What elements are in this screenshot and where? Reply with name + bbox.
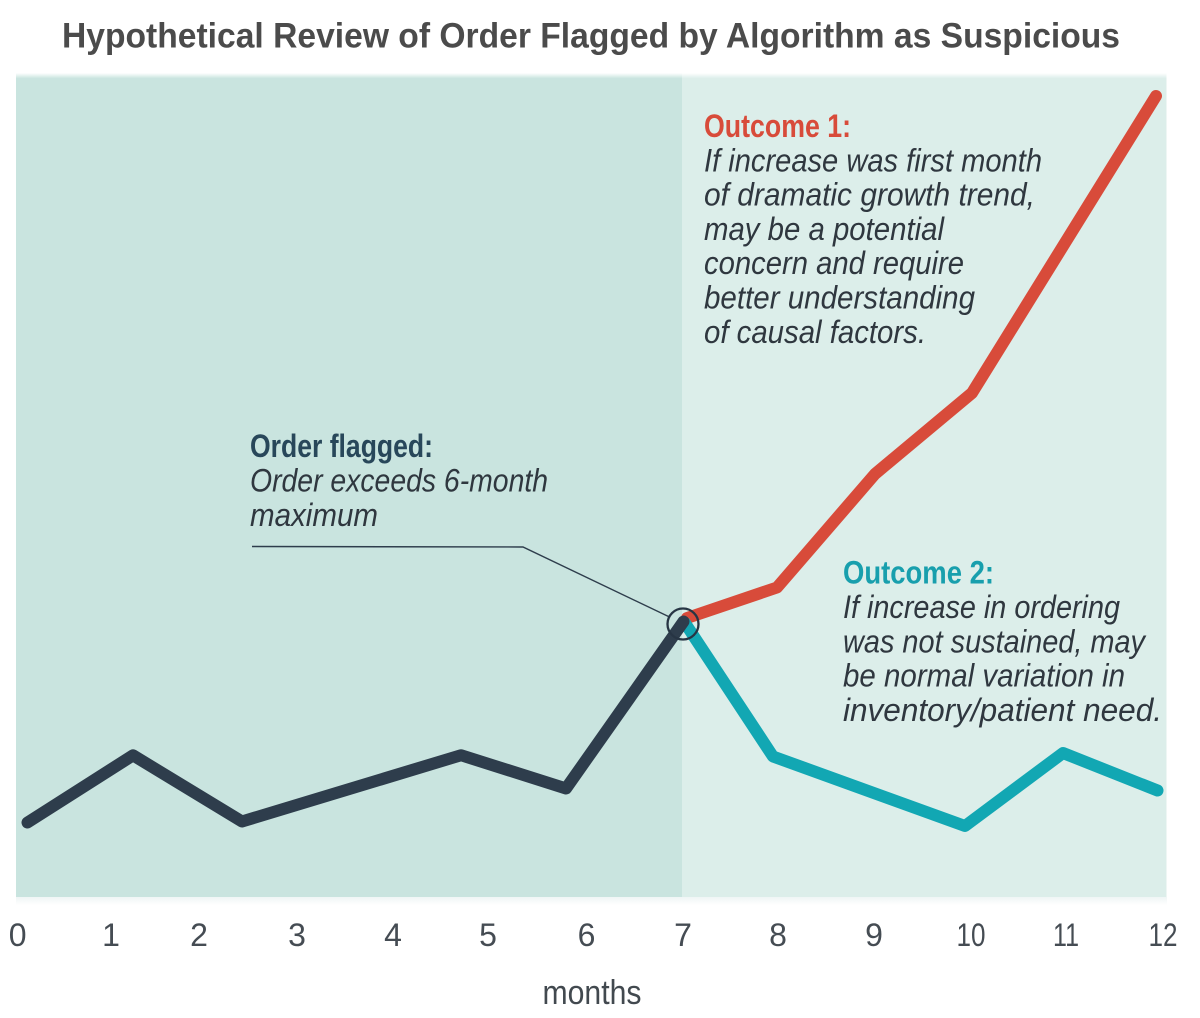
svg-text:of dramatic growth trend,: of dramatic growth trend, bbox=[704, 177, 1035, 213]
svg-text:9: 9 bbox=[865, 917, 883, 953]
svg-text:concern and require: concern and require bbox=[704, 245, 964, 281]
svg-text:If increase was first month: If increase was first month bbox=[704, 142, 1042, 178]
svg-text:10: 10 bbox=[957, 917, 986, 953]
svg-text:better understanding: better understanding bbox=[704, 280, 975, 316]
svg-text:4: 4 bbox=[384, 917, 402, 953]
svg-text:Order exceeds 6-month: Order exceeds 6-month bbox=[250, 463, 548, 499]
svg-text:3: 3 bbox=[288, 917, 306, 953]
svg-text:0: 0 bbox=[9, 917, 27, 953]
svg-text:2: 2 bbox=[190, 917, 208, 953]
svg-text:If increase in ordering: If increase in ordering bbox=[843, 589, 1120, 625]
svg-text:8: 8 bbox=[769, 917, 787, 953]
svg-text:11: 11 bbox=[1053, 917, 1079, 953]
svg-text:may be a potential: may be a potential bbox=[704, 211, 945, 247]
svg-text:12: 12 bbox=[1149, 917, 1178, 953]
svg-text:was not sustained, may: was not sustained, may bbox=[843, 623, 1147, 659]
svg-text:maximum: maximum bbox=[250, 497, 378, 533]
svg-text:7: 7 bbox=[674, 917, 692, 953]
svg-text:inventory/patient need.: inventory/patient need. bbox=[843, 692, 1162, 728]
svg-text:Order flagged:: Order flagged: bbox=[250, 428, 433, 464]
svg-text:Outcome 2:: Outcome 2: bbox=[843, 555, 994, 591]
svg-text:Hypothetical Review of Order F: Hypothetical Review of Order Flagged by … bbox=[62, 17, 1120, 56]
svg-text:Outcome 1:: Outcome 1: bbox=[704, 108, 851, 144]
svg-text:6: 6 bbox=[578, 917, 596, 953]
svg-text:be normal variation in: be normal variation in bbox=[843, 658, 1125, 694]
svg-text:1: 1 bbox=[102, 917, 120, 953]
svg-text:of causal factors.: of causal factors. bbox=[704, 314, 926, 350]
svg-text:months: months bbox=[543, 974, 642, 1012]
svg-text:5: 5 bbox=[479, 917, 497, 953]
